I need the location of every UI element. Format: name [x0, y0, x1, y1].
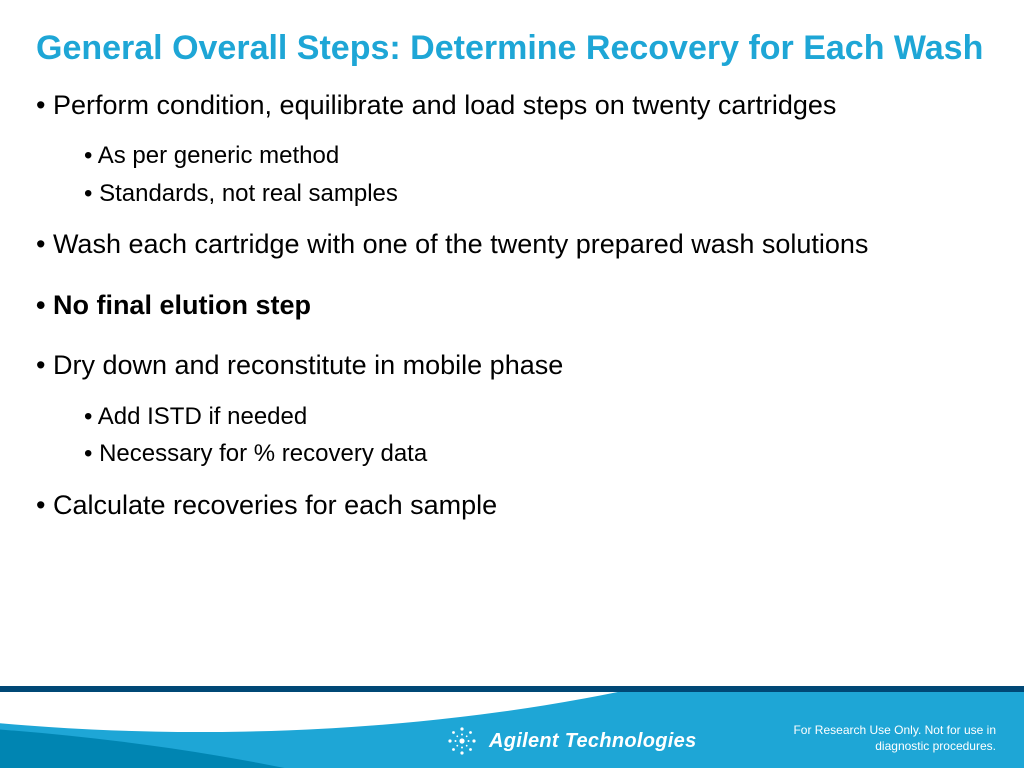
- bullet-group-4: • Dry down and reconstitute in mobile ph…: [36, 347, 988, 471]
- bullet-sub-4-1: • Add ISTD if needed: [84, 400, 988, 434]
- bullet-main-2: • Wash each cartridge with one of the tw…: [36, 226, 988, 262]
- slide-title: General Overall Steps: Determine Recover…: [36, 28, 988, 69]
- footer-disclaimer: For Research Use Only. Not for use in di…: [793, 722, 996, 754]
- bullet-main-3: • No final elution step: [36, 287, 988, 323]
- bullet-main-4: • Dry down and reconstitute in mobile ph…: [36, 347, 988, 383]
- disclaimer-line-1: For Research Use Only. Not for use in: [793, 722, 996, 738]
- spark-icon: [445, 724, 479, 758]
- bullet-group-1: • Perform condition, equilibrate and loa…: [36, 87, 988, 211]
- slide-content: General Overall Steps: Determine Recover…: [0, 0, 1024, 523]
- disclaimer-line-2: diagnostic procedures.: [793, 738, 996, 754]
- company-logo: Agilent Technologies: [445, 724, 697, 758]
- bullet-main-1: • Perform condition, equilibrate and loa…: [36, 87, 988, 123]
- bullet-sub-4-2: • Necessary for % recovery data: [84, 437, 988, 471]
- bullet-sub-1-2: • Standards, not real samples: [84, 177, 988, 211]
- bullet-main-5: • Calculate recoveries for each sample: [36, 487, 988, 523]
- slide-footer: Agilent Technologies For Research Use On…: [0, 686, 1024, 768]
- company-name: Agilent Technologies: [489, 730, 697, 753]
- bullet-sub-1-1: • As per generic method: [84, 139, 988, 173]
